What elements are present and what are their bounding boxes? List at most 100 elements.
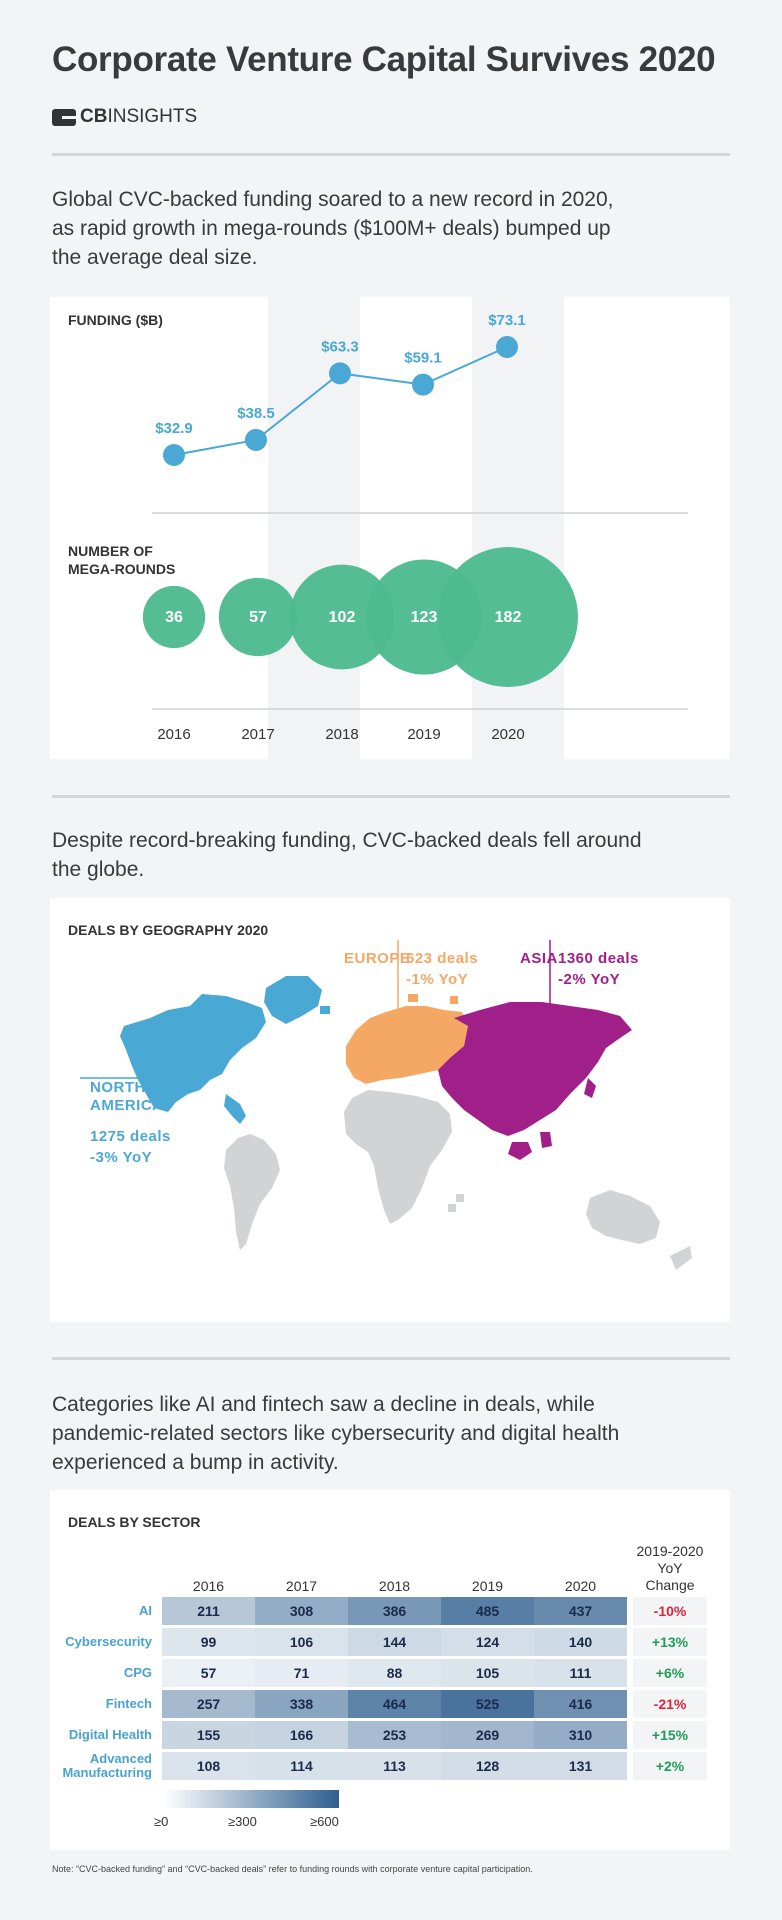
funding-value-label: $73.1 xyxy=(488,312,526,329)
heatmap-cell: 310 xyxy=(534,1721,627,1749)
heatmap-cell: 128 xyxy=(441,1752,534,1780)
section2-text: Despite record-breaking funding, CVC-bac… xyxy=(52,826,692,884)
brand-rest: INSIGHTS xyxy=(107,106,198,127)
heatmap-row: Advanced Manufacturing 108 114 113 128 131 +2% xyxy=(50,1752,707,1780)
heatmap-cell: 211 xyxy=(162,1597,255,1625)
heatmap-cell: 114 xyxy=(255,1752,348,1780)
heatmap-col-header: 2019 xyxy=(471,1578,504,1594)
yoy-header: 2019-2020 YoY Change xyxy=(627,1543,707,1594)
heatmap-cell: 257 xyxy=(162,1690,255,1718)
heatmap-cell: 111 xyxy=(534,1659,627,1687)
funding-value-label: $63.3 xyxy=(321,338,359,355)
australia-shape xyxy=(586,1190,660,1244)
megaround-bubble xyxy=(438,547,578,687)
other-regions xyxy=(224,1090,692,1270)
island-shape xyxy=(408,994,418,1002)
heatmap-row-label-line: Advanced xyxy=(89,1751,152,1766)
heatmap-row: CPG 57 71 88 105 111 +6% xyxy=(50,1659,707,1687)
funding-point xyxy=(412,373,434,396)
north-america-region xyxy=(120,976,330,1124)
europe-stats: 623 deals -1% YoY xyxy=(406,948,478,990)
south-america-shape xyxy=(224,1134,280,1250)
cb-logo-icon xyxy=(52,108,76,126)
megarounds-title: MEGA-ROUNDS xyxy=(68,561,175,577)
brand-bold: CB xyxy=(80,106,108,127)
heatmap-cell: 99 xyxy=(162,1628,255,1656)
year-label: 2018 xyxy=(325,726,358,743)
asia-yoy: -2% YoY xyxy=(558,971,621,988)
heatmap-cell: 485 xyxy=(441,1597,534,1625)
heatmap-cell: 131 xyxy=(534,1752,627,1780)
heatmap-cell: 88 xyxy=(348,1659,441,1687)
island-shape xyxy=(450,996,458,1004)
year-label: 2017 xyxy=(241,726,274,743)
sector-panel: DEALS BY SECTOR 2016 2017 2018 2019 2020… xyxy=(50,1490,730,1850)
funding-point xyxy=(163,444,185,466)
heatmap-cell: 108 xyxy=(162,1752,255,1780)
scale-min-label: ≥0 xyxy=(154,1814,169,1829)
heatmap-cell: 308 xyxy=(255,1597,348,1625)
funding-point xyxy=(496,336,518,358)
heatmap-cell: 338 xyxy=(255,1690,348,1718)
funding-point xyxy=(245,428,267,451)
north-america-shape xyxy=(120,994,266,1112)
megaround-value-label: 182 xyxy=(495,609,522,626)
yoy-change-cell: -10% xyxy=(627,1597,707,1625)
heatmap-cell: 464 xyxy=(348,1690,441,1718)
asia-deals: 1360 deals xyxy=(558,950,639,967)
heatmap-cell: 105 xyxy=(441,1659,534,1687)
funding-title: FUNDING ($B) xyxy=(68,312,163,328)
greenland-shape xyxy=(264,976,322,1024)
heatmap-row-label: AI xyxy=(139,1603,152,1618)
funding-panel: FUNDING ($B) NUMBER OF MEGA-ROUNDS $32.9… xyxy=(50,297,730,759)
yoy-header-line: YoY Change xyxy=(645,1560,695,1593)
north-america-name: NORTH AMERICA xyxy=(90,1079,164,1115)
heatmap-cell: 269 xyxy=(441,1721,534,1749)
sector-title: DEALS BY SECTOR xyxy=(68,1514,201,1530)
divider xyxy=(52,1357,730,1360)
europe-deals: 623 deals xyxy=(406,950,479,967)
scale-mid-label: ≥300 xyxy=(228,1814,257,1829)
section1-text: Global CVC-backed funding soared to a ne… xyxy=(52,185,692,272)
scale-max-label: ≥600 xyxy=(310,1814,339,1829)
heatmap-row-label: Advanced Manufacturing xyxy=(50,1752,162,1780)
heatmap-row-label: CPG xyxy=(123,1665,152,1680)
geography-panel: DEALS BY GEOGRAPHY 2020 xyxy=(50,898,730,1322)
year-label: 2019 xyxy=(407,726,440,743)
new-zealand-shape xyxy=(670,1246,692,1270)
central-america-shape xyxy=(224,1094,246,1124)
heatmap-cell: 106 xyxy=(255,1628,348,1656)
world-map xyxy=(80,940,692,1270)
heatmap-row: Digital Health 155 166 253 269 310 +15% xyxy=(50,1721,707,1749)
footnote: Note: “CVC-backed funding” and “CVC-back… xyxy=(52,1864,533,1874)
section3-line: pandemic-related sectors like cybersecur… xyxy=(52,1422,620,1445)
island-shape xyxy=(508,1142,532,1160)
yoy-change-cell: +6% xyxy=(627,1659,707,1687)
heatmap-cell: 71 xyxy=(255,1659,348,1687)
heatmap-cell: 144 xyxy=(348,1628,441,1656)
heatmap-cell: 525 xyxy=(441,1690,534,1718)
section2-line: Despite record-breaking funding, CVC-bac… xyxy=(52,829,642,852)
yoy-header-line: 2019-2020 xyxy=(636,1543,704,1559)
heatmap-cell: 386 xyxy=(348,1597,441,1625)
year-label: 2020 xyxy=(491,726,524,743)
north-america-stats: 1275 deals -3% YoY xyxy=(90,1126,171,1168)
year-label: 2016 xyxy=(157,726,190,743)
geography-title: DEALS BY GEOGRAPHY 2020 xyxy=(68,922,269,938)
scale-bar xyxy=(163,1790,339,1808)
heatmap-cell: 416 xyxy=(534,1690,627,1718)
heatmap-row-label: Digital Health xyxy=(68,1727,152,1742)
heatmap-cell: 253 xyxy=(348,1721,441,1749)
megaround-value-label: 102 xyxy=(329,609,356,626)
yoy-change-cell: -21% xyxy=(627,1690,707,1718)
europe-shape xyxy=(346,1006,468,1084)
megaround-bubble xyxy=(218,577,298,657)
north-america-yoy: -3% YoY xyxy=(90,1149,153,1166)
asia-shape xyxy=(438,1002,632,1136)
island-shape xyxy=(456,1194,464,1202)
page-title: Corporate Venture Capital Survives 2020 xyxy=(52,40,716,79)
north-america-name-line: NORTH xyxy=(90,1079,146,1096)
megaround-bubble xyxy=(142,585,206,649)
heatmap-row-label: Fintech xyxy=(105,1696,152,1711)
megaround-value-label: 36 xyxy=(165,609,183,626)
